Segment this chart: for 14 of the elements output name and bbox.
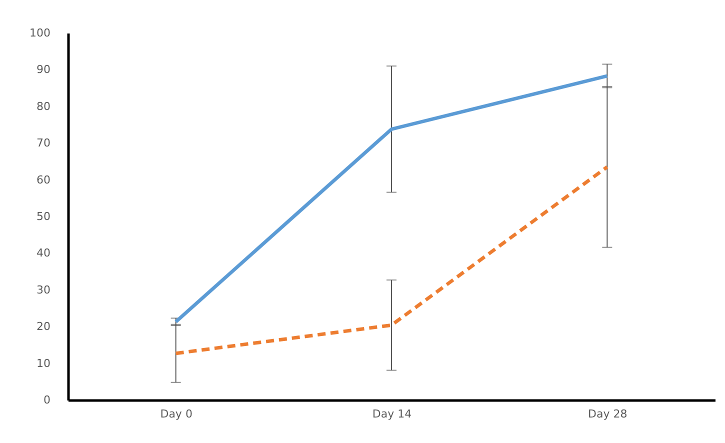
x-tick-label: Day 28 (588, 408, 628, 420)
x-tick-label: Day 14 (372, 408, 412, 420)
y-tick-label: 40 (36, 246, 50, 260)
y-tick-label: 50 (36, 210, 50, 223)
y-tick-label: 80 (36, 100, 50, 113)
y-tick-label: 0 (44, 394, 50, 406)
y-tick-label: 70 (36, 136, 50, 150)
y-tick-label: 20 (36, 320, 50, 334)
y-tick-label: 90 (36, 63, 50, 76)
y-tick-label: 60 (36, 173, 50, 186)
y-tick-label: 100 (30, 26, 50, 40)
y-tick-label: 10 (36, 356, 50, 370)
y-tick-label: 30 (36, 283, 50, 296)
x-tick-label: Day 0 (160, 408, 192, 420)
